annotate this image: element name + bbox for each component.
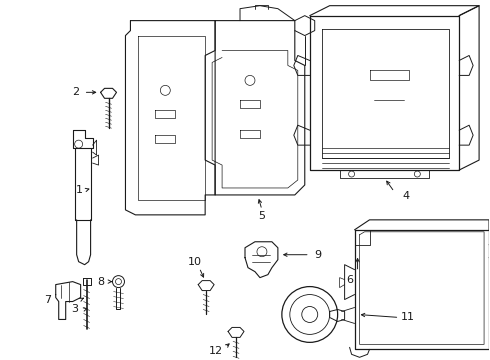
Text: 2: 2 xyxy=(72,87,79,97)
Text: 6: 6 xyxy=(346,275,353,285)
Text: 1: 1 xyxy=(76,185,83,195)
Text: 3: 3 xyxy=(71,305,78,315)
Text: 9: 9 xyxy=(314,250,321,260)
Text: 7: 7 xyxy=(44,294,51,305)
Text: 4: 4 xyxy=(403,191,410,201)
Text: 8: 8 xyxy=(97,276,104,287)
Text: 5: 5 xyxy=(258,211,266,221)
Text: 10: 10 xyxy=(188,257,202,267)
Text: 12: 12 xyxy=(209,346,223,356)
Text: 11: 11 xyxy=(400,312,415,323)
